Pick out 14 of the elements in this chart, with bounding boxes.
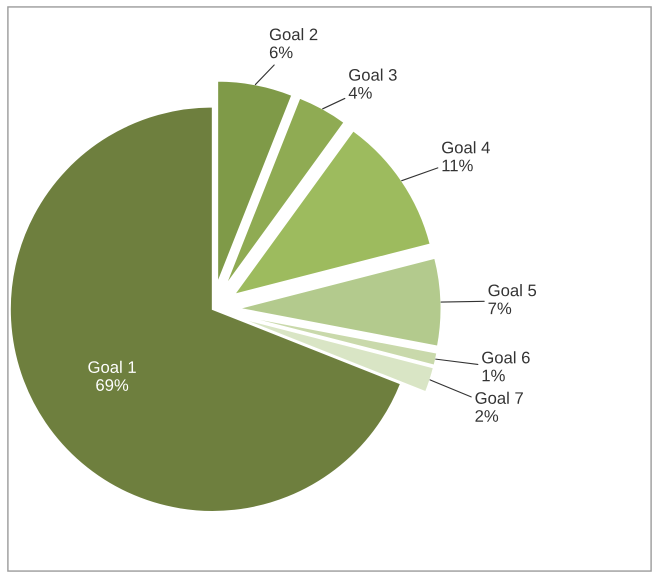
slice-label: Goal 6 [482, 351, 530, 364]
data-label: 4% [348, 87, 372, 99]
slice-label: Goal 2 [270, 28, 318, 40]
slice-label: Goal 3 [349, 68, 397, 81]
data-label: 2% [475, 410, 498, 422]
data-label: 6% [270, 46, 293, 58]
slice-label: Goal 5 [488, 284, 536, 296]
data-label: 7% [488, 302, 512, 314]
slice-label: Goal 4 [442, 141, 490, 154]
slice-label: Goal 7 [475, 392, 523, 404]
data-label: 69% [96, 379, 128, 391]
slice-label: Goal 1 [88, 360, 136, 373]
data-label: 11% [442, 160, 473, 172]
data-label: 1% [482, 370, 505, 382]
